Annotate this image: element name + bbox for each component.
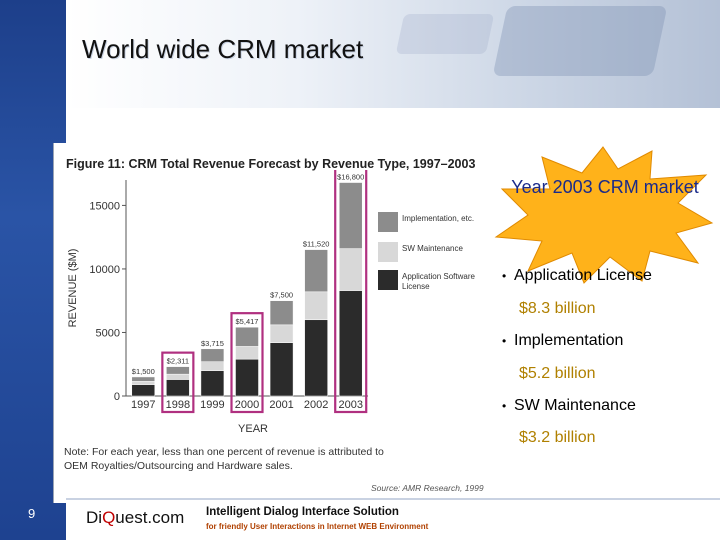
legend-label-0-0: Implementation, etc. bbox=[402, 214, 474, 223]
figure-source: Source: AMR Research, 1999 bbox=[371, 483, 484, 493]
total-label-2001: $7,500 bbox=[270, 291, 293, 300]
legend-swatch-2 bbox=[378, 270, 398, 290]
bullet-maintenance: • SW Maintenance bbox=[502, 397, 636, 414]
x-tick-label-2000: 2000 bbox=[235, 399, 259, 411]
total-label-2000: $5,417 bbox=[236, 317, 259, 326]
highlight-box-1998 bbox=[161, 351, 195, 414]
x-tick-label-2001: 2001 bbox=[269, 399, 293, 411]
bar-2001-series-2 bbox=[269, 300, 294, 326]
callout-text: Year 2003 CRM market bbox=[511, 177, 699, 197]
total-label-2003: $16,800 bbox=[337, 173, 364, 182]
bar-1997-series-2 bbox=[131, 376, 156, 382]
legend-label-2-1: License bbox=[402, 282, 430, 291]
total-label-2002: $11,520 bbox=[303, 240, 330, 249]
bullet-implementation-label: Implementation bbox=[514, 332, 624, 349]
highlight-box-2000 bbox=[230, 312, 264, 414]
legend-label-2-0: Application Software bbox=[402, 272, 475, 281]
bar-2000-series-1 bbox=[235, 346, 259, 360]
y-tick-label-2: 10000 bbox=[89, 264, 120, 276]
bar-2001-series-0 bbox=[269, 342, 294, 397]
bar-1998-series-1 bbox=[166, 373, 190, 380]
bar-2000-series-0 bbox=[235, 358, 259, 397]
bar-2003-series-1 bbox=[338, 248, 363, 291]
bullet-license-label: Application License bbox=[514, 267, 652, 284]
total-label-1997: $1,500 bbox=[132, 367, 155, 376]
x-tick-label-1998: 1998 bbox=[166, 399, 190, 411]
bullet-maintenance-label: SW Maintenance bbox=[514, 397, 636, 414]
amount-implementation: $5.2 billion bbox=[519, 365, 596, 382]
legend-swatch-0 bbox=[378, 212, 398, 232]
header-band bbox=[66, 0, 720, 108]
bar-1998-series-2 bbox=[166, 366, 190, 375]
revenue-chart: 0 5000 10000 15000 REVENUE ($M) $1,500 1997 $2,… bbox=[67, 170, 475, 435]
starburst-shape bbox=[494, 146, 714, 284]
y-tick-label-0: 0 bbox=[114, 391, 120, 403]
logo: DiQuest.com bbox=[86, 508, 184, 528]
logo-prefix: Di bbox=[86, 508, 103, 527]
bar-2002-series-0 bbox=[304, 319, 328, 397]
bar-1998-series-0 bbox=[166, 379, 190, 397]
x-tick-label-2003: 2003 bbox=[338, 399, 362, 411]
bar-2003-series-0 bbox=[338, 290, 363, 397]
x-tick-label-1997: 1997 bbox=[131, 399, 155, 411]
bar-2000-series-2 bbox=[235, 326, 259, 347]
highlight-box-2003 bbox=[334, 170, 368, 414]
bar-2001-series-1 bbox=[269, 324, 294, 343]
figure-note: Note: For each year, less than one perce… bbox=[64, 446, 384, 472]
bullet-implementation: • Implementation bbox=[502, 332, 624, 349]
y-axis-label: REVENUE ($M) bbox=[67, 249, 79, 328]
total-label-1998: $2,311 bbox=[167, 357, 189, 366]
bar-1997-series-0 bbox=[131, 384, 156, 397]
legend-swatch-1 bbox=[378, 242, 398, 262]
x-tick-label-2002: 2002 bbox=[304, 399, 328, 411]
total-label-1999: $3,715 bbox=[201, 339, 224, 348]
bullet-license: • Application License bbox=[502, 267, 652, 284]
legend-label-1-0: SW Maintenance bbox=[402, 244, 463, 253]
bar-1999-series-2 bbox=[200, 348, 225, 362]
bar-2002-series-1 bbox=[304, 291, 328, 321]
amount-license: $8.3 billion bbox=[519, 300, 596, 317]
subtagline: for friendly User Interactions in Intern… bbox=[206, 522, 429, 531]
bar-1997-series-1 bbox=[131, 381, 156, 385]
slide-title: World wide CRM market bbox=[82, 34, 364, 64]
y-tick-label-1: 5000 bbox=[96, 327, 120, 339]
tagline: Intelligent Dialog Interface Solution bbox=[206, 506, 399, 518]
bar-2002-series-2 bbox=[304, 249, 328, 293]
page-number: 9 bbox=[28, 506, 36, 521]
y-tick-label-3: 15000 bbox=[89, 200, 120, 212]
bar-2003-series-2 bbox=[338, 182, 363, 249]
keyboard-decoration bbox=[492, 6, 668, 76]
keyboard-decoration-2 bbox=[395, 14, 495, 54]
footer-divider bbox=[66, 498, 720, 500]
amount-maintenance: $3.2 billion bbox=[519, 429, 596, 446]
chart-title: Figure 11: CRM Total Revenue Forecast by… bbox=[66, 157, 476, 171]
logo-q: Q bbox=[102, 508, 116, 527]
x-axis-label: YEAR bbox=[238, 423, 268, 435]
logo-suffix: uest.com bbox=[115, 508, 185, 527]
x-tick-label-1999: 1999 bbox=[200, 399, 224, 411]
bar-1999-series-1 bbox=[200, 361, 225, 371]
bar-1999-series-0 bbox=[200, 370, 225, 397]
